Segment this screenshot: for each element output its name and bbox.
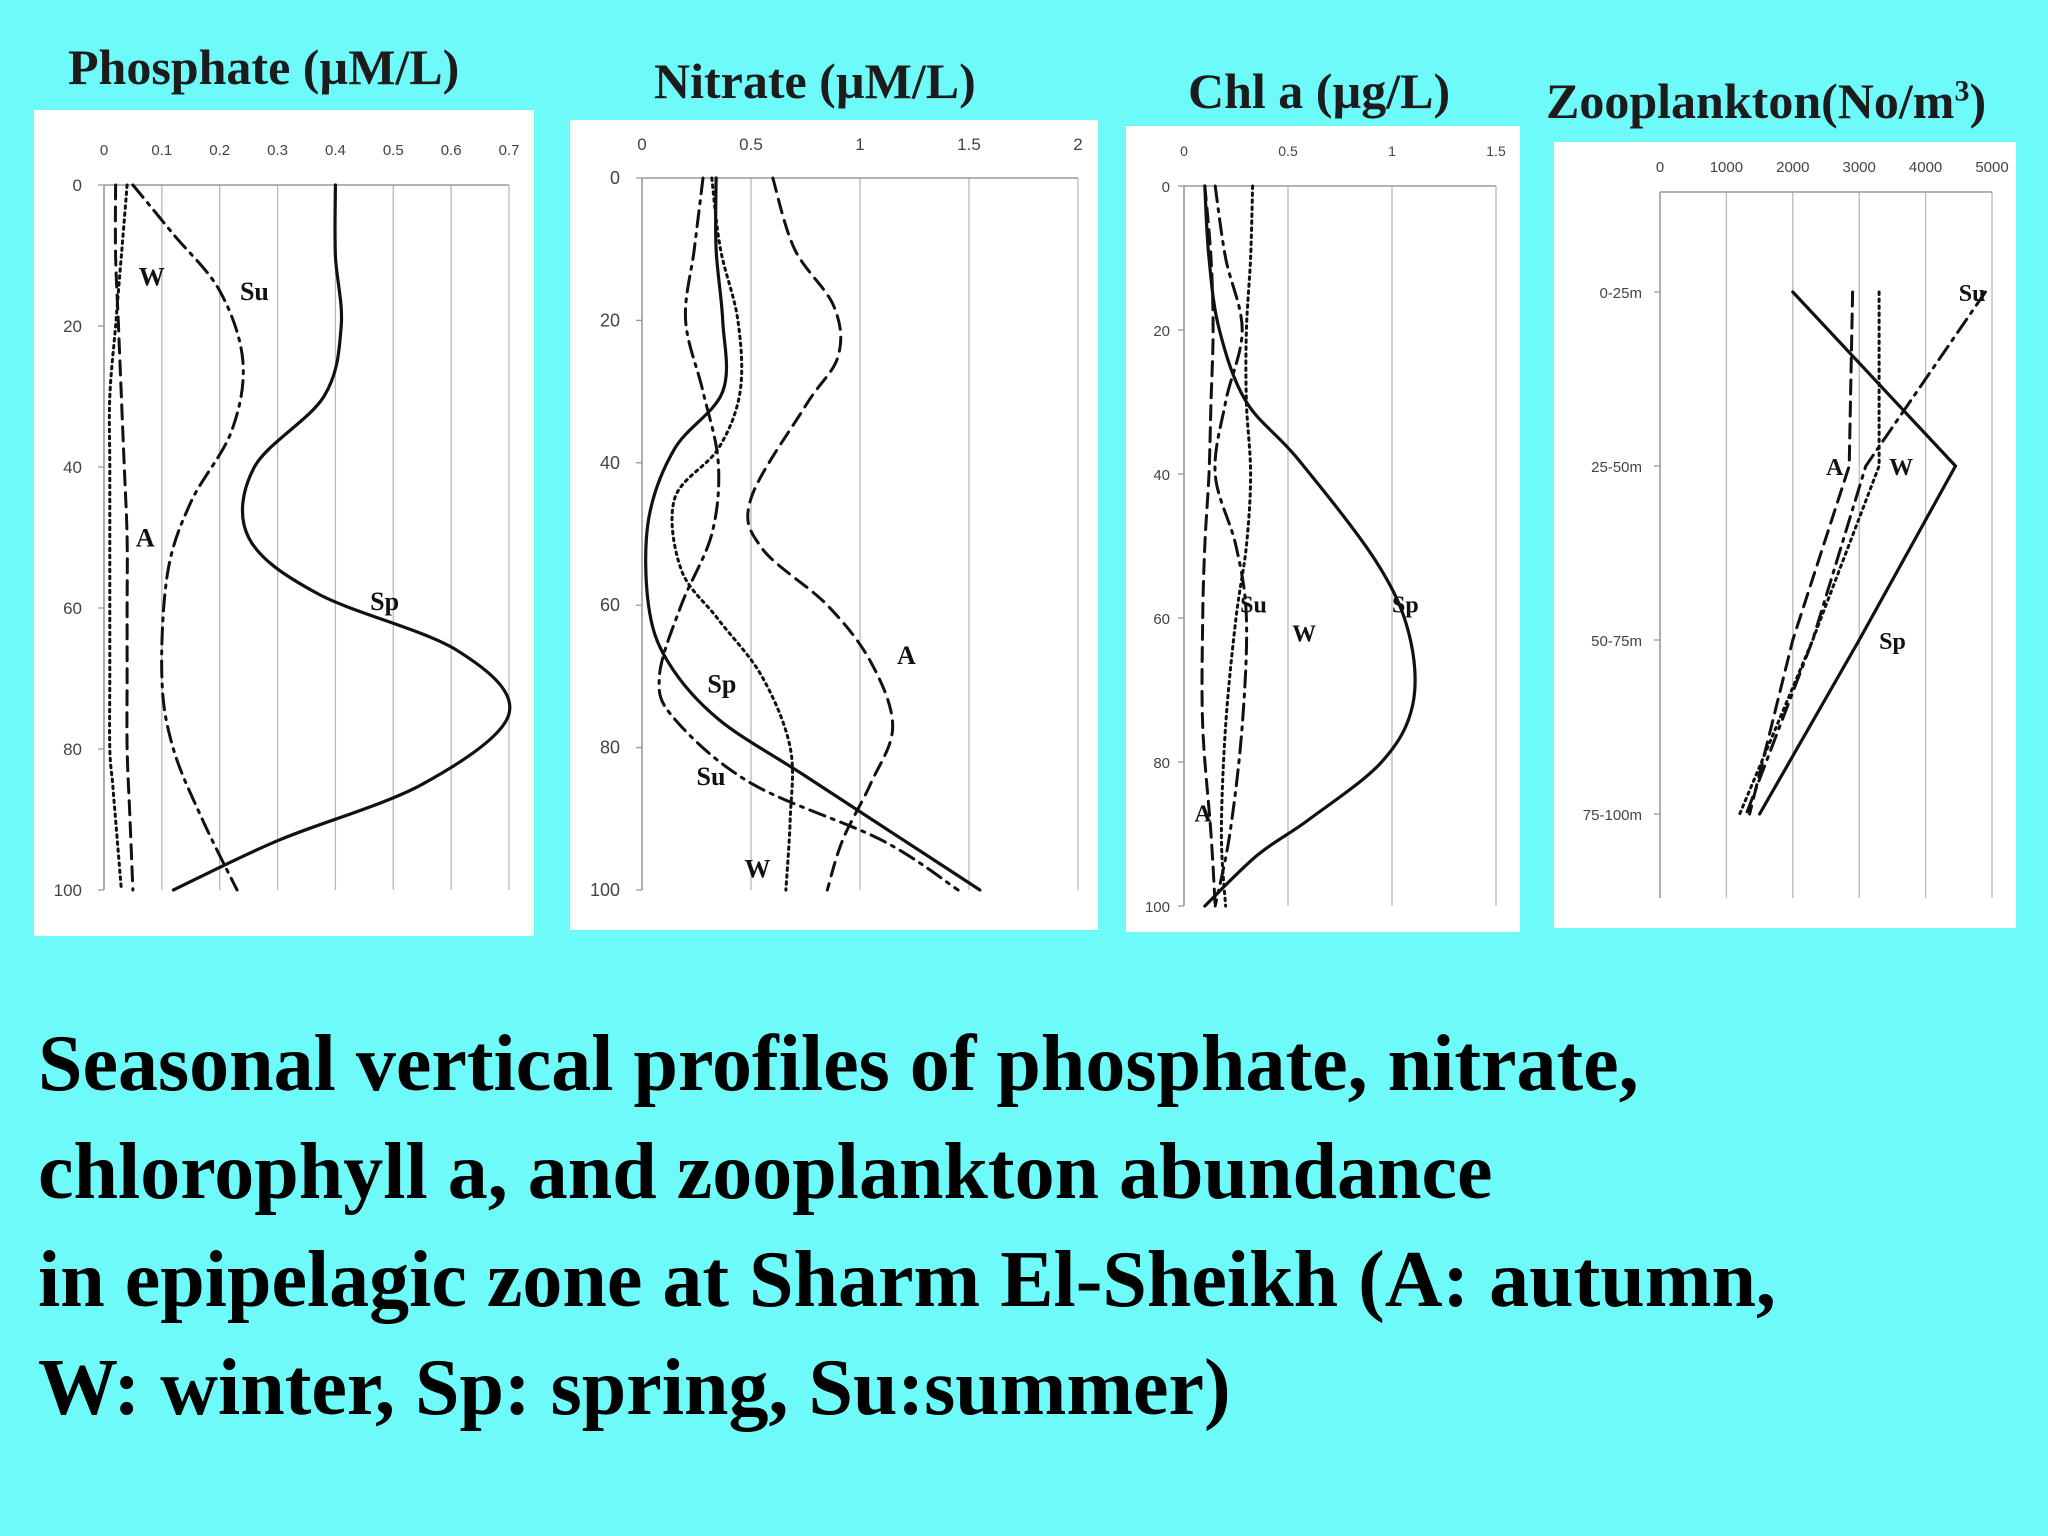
- nitrate-x-tick-label: 0.5: [739, 135, 763, 154]
- phosphate-x-tick-label: 0.7: [499, 142, 520, 159]
- nitrate-series-label-sp: Sp: [707, 670, 736, 699]
- zoo-y-tick-label: 0-25m: [1599, 285, 1642, 302]
- phosphate-chart: 0 0.1 0.2 0.3 0.4 0.5 0.6 0.7 0 20 40 60 80 100 W Su A Sp: [34, 110, 534, 936]
- zoo-series-label-su: Su: [1959, 281, 1986, 307]
- chl-series-label-su: Su: [1240, 593, 1267, 619]
- zoo-series-su: [1744, 290, 1987, 816]
- chl-series-su: [1213, 184, 1249, 908]
- phosphate-y-tick-label: 0: [73, 176, 82, 195]
- phosphate-x-tick-label: 0.6: [441, 142, 462, 159]
- chl-series-label-a: A: [1194, 801, 1212, 827]
- nitrate-x-tick-label: 2: [1073, 135, 1082, 154]
- nitrate-y-tick-label: 60: [600, 595, 620, 615]
- phosphate-y-tick-label: 20: [63, 317, 82, 336]
- phosphate-series-label-w: W: [139, 263, 165, 292]
- zoo-series-sp: [1758, 290, 1958, 816]
- nitrate-series-label-a: A: [897, 641, 916, 670]
- phosphate-title: Phosphate (µM/L): [68, 38, 459, 96]
- zooplankton-title: Zooplankton(No/m3): [1546, 72, 1986, 130]
- chl-chart: 0 0.5 1 1.5 0 20 40 60 80 100 Su W Sp A: [1126, 126, 1520, 932]
- nitrate-title: Nitrate (µM/L): [654, 52, 976, 110]
- chl-y-tick-label: 0: [1162, 179, 1170, 196]
- phosphate-x-tick-label: 0.5: [383, 142, 404, 159]
- phosphate-x-tick-label: 0.1: [151, 142, 172, 159]
- phosphate-series-label-sp: Sp: [370, 587, 399, 616]
- zoo-y-tick-label: 25-50m: [1591, 459, 1642, 476]
- zoo-y-tick-label: 75-100m: [1583, 807, 1642, 824]
- chl-series-sp: [1203, 184, 1417, 908]
- zoo-x-tick-label: 0: [1656, 159, 1664, 176]
- zoo-series-label-w: W: [1889, 455, 1913, 481]
- nitrate-y-tick-label: 20: [600, 310, 620, 330]
- nitrate-y-tick-label: 100: [590, 880, 620, 900]
- zoo-x-tick-label: 4000: [1909, 159, 1942, 176]
- phosphate-y-tick-label: 60: [63, 599, 82, 618]
- chl-title-text: Chl a (µg/L): [1188, 63, 1451, 119]
- chl-y-tick-label: 20: [1153, 323, 1170, 340]
- phosphate-y-tick-label: 40: [63, 458, 82, 477]
- phosphate-x-tick-label: 0: [100, 142, 108, 159]
- nitrate-title-text: Nitrate (µM/L): [654, 53, 976, 109]
- phosphate-x-tick-label: 0.2: [209, 142, 230, 159]
- zooplankton-title-superscript: 3: [1954, 74, 1970, 108]
- phosphate-series-label-a: A: [136, 524, 155, 553]
- phosphate-series-label-su: Su: [240, 277, 269, 306]
- nitrate-series-a: [746, 176, 895, 892]
- nitrate-series-label-su: Su: [697, 762, 726, 791]
- phosphate-y-tick-label: 80: [63, 740, 82, 759]
- zoo-x-tick-label: 3000: [1843, 159, 1876, 176]
- nitrate-chart: 0 0.5 1 1.5 2 0 20 40 60 80 100 A Sp Su W: [570, 120, 1098, 930]
- phosphate-series-su: [131, 183, 245, 892]
- nitrate-series-sp: [644, 176, 982, 892]
- nitrate-series-label-w: W: [744, 855, 770, 884]
- nitrate-x-tick-label: 0: [637, 135, 646, 154]
- zooplankton-title-end: ): [1969, 73, 1987, 129]
- chl-x-tick-label: 1: [1388, 143, 1396, 159]
- phosphate-chart-svg: 0 0.1 0.2 0.3 0.4 0.5 0.6 0.7 0 20 40 60 80 100 W Su A Sp: [54, 142, 520, 900]
- chl-x-tick-label: 0: [1180, 143, 1188, 159]
- zoo-series-a: [1748, 290, 1855, 816]
- chl-title: Chl a (µg/L): [1188, 62, 1450, 120]
- figure-caption: Seasonal vertical profiles of phosphate,…: [38, 1010, 2028, 1442]
- phosphate-x-tick-label: 0.4: [325, 142, 346, 159]
- nitrate-series-w: [670, 176, 795, 892]
- zoo-x-tick-label: 2000: [1776, 159, 1809, 176]
- phosphate-x-tick-label: 0.3: [267, 142, 288, 159]
- chl-y-tick-label: 60: [1153, 611, 1170, 628]
- chl-series-label-sp: Sp: [1392, 593, 1419, 619]
- phosphate-title-text: Phosphate (µM/L): [68, 39, 460, 95]
- chl-x-tick-label: 0.5: [1278, 143, 1298, 159]
- nitrate-x-tick-label: 1.5: [957, 135, 981, 154]
- phosphate-y-tick-label: 100: [54, 881, 82, 900]
- caption-line-1: Seasonal vertical profiles of phosphate,…: [38, 1020, 1639, 1108]
- zoo-series-w: [1738, 290, 1881, 816]
- zooplankton-chart: 0 1000 2000 3000 4000 5000 0-25m 25-50m 50-75m 75…: [1554, 142, 2016, 928]
- chl-series-label-w: W: [1292, 621, 1316, 647]
- caption-line-2: chlorophyll a, and zooplankton abundance: [38, 1128, 1493, 1216]
- nitrate-series-su: [657, 176, 960, 892]
- chl-chart-svg: 0 0.5 1 1.5 0 20 40 60 80 100 Su W Sp A: [1145, 143, 1506, 916]
- chl-y-tick-label: 40: [1153, 467, 1170, 484]
- zoo-series-label-a: A: [1826, 455, 1844, 481]
- caption-line-4: W: winter, Sp: spring, Su:summer): [38, 1344, 1231, 1432]
- nitrate-y-tick-label: 80: [600, 738, 620, 758]
- zoo-y-tick-label: 50-75m: [1591, 633, 1642, 650]
- chl-y-tick-label: 80: [1153, 755, 1170, 772]
- zoo-series-label-sp: Sp: [1879, 629, 1906, 655]
- nitrate-x-tick-label: 1: [855, 135, 864, 154]
- chl-series-w: [1219, 184, 1255, 908]
- zoo-x-tick-label: 1000: [1710, 159, 1743, 176]
- nitrate-y-tick-label: 0: [610, 168, 620, 188]
- zooplankton-title-text: Zooplankton(No/m: [1546, 73, 1955, 129]
- zooplankton-chart-svg: 0 1000 2000 3000 4000 5000 0-25m 25-50m 50-75m 75…: [1583, 159, 2009, 898]
- phosphate-series-sp: [171, 183, 512, 892]
- zoo-x-tick-label: 5000: [1975, 159, 2008, 176]
- chl-y-tick-label: 100: [1145, 899, 1170, 916]
- phosphate-series-a: [113, 183, 135, 892]
- nitrate-y-tick-label: 40: [600, 453, 620, 473]
- caption-line-3: in epipelagic zone at Sharm El-Sheikh (A…: [38, 1236, 1776, 1324]
- chl-x-tick-label: 1.5: [1486, 143, 1506, 159]
- phosphate-series-w: [107, 183, 129, 892]
